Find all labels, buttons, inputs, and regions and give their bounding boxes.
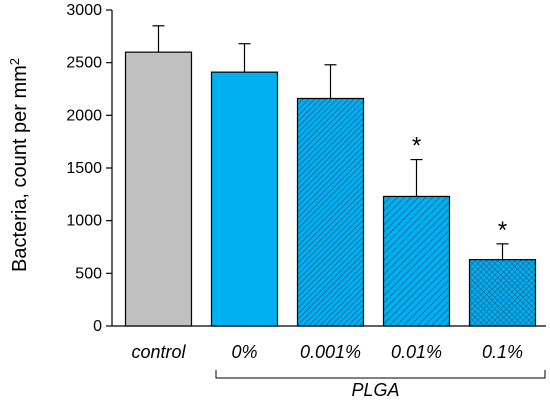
y-axis-title: Bacteria, count per mm2 xyxy=(7,58,32,272)
y-tick-label: 0 xyxy=(93,318,102,335)
y-tick-label: 1000 xyxy=(66,213,102,230)
y-tick-label: 3000 xyxy=(66,2,102,19)
category-label-control: control xyxy=(131,342,186,362)
y-tick-label: 1500 xyxy=(66,160,102,177)
y-tick-label: 500 xyxy=(75,265,102,282)
group-bracket xyxy=(215,370,546,379)
y-ticks: 0 500 1000 1500 2000 2500 3000 xyxy=(66,2,112,335)
category-labels: control 0% 0.001% 0.01% 0.1% xyxy=(131,342,523,362)
group-label-plga: PLGA xyxy=(351,380,399,400)
bar-0% xyxy=(210,71,279,327)
category-label-0.1%: 0.1% xyxy=(482,342,523,362)
significance-0.01%: * xyxy=(412,133,421,160)
bars xyxy=(124,51,537,327)
bar-0.1% xyxy=(468,259,537,327)
category-label-0%: 0% xyxy=(231,342,257,362)
significance-markers: ** xyxy=(412,133,507,244)
bar-0.001% xyxy=(296,97,365,327)
error-bars xyxy=(152,25,509,260)
category-label-0.001%: 0.001% xyxy=(300,342,361,362)
bar-0.01% xyxy=(382,195,451,327)
category-label-0.01%: 0.01% xyxy=(391,342,442,362)
significance-0.1%: * xyxy=(498,217,507,244)
y-tick-label: 2000 xyxy=(66,107,102,124)
bar-control xyxy=(124,51,193,327)
y-tick-label: 2500 xyxy=(66,55,102,72)
